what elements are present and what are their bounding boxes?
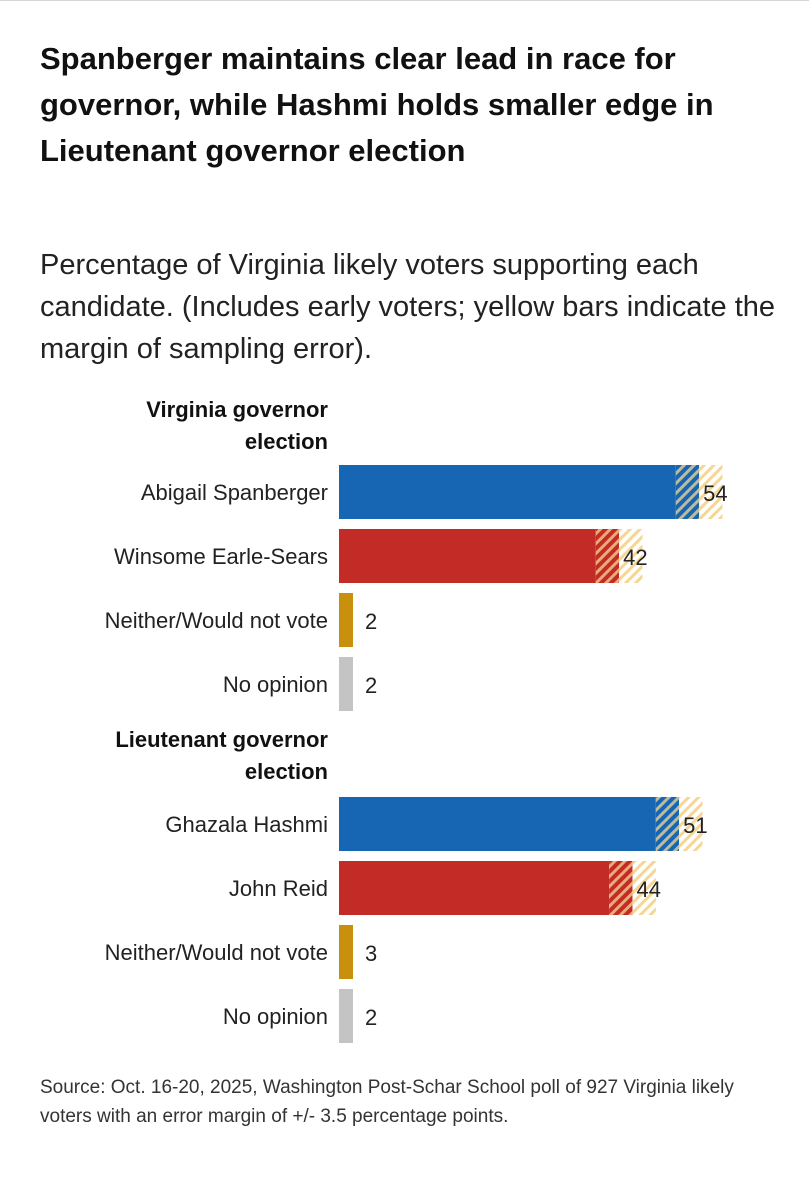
- source-note: Source: Oct. 16-20, 2025, Washington Pos…: [40, 1077, 734, 1127]
- error-band-outer: [679, 797, 703, 851]
- error-band-outer: [632, 861, 656, 915]
- group-title: Lieutenant governor: [115, 727, 328, 752]
- value-label: 2: [365, 673, 377, 698]
- error-band-inner: [595, 529, 620, 583]
- value-label: 54: [703, 481, 727, 506]
- chart-subtitle: Percentage of Virginia likely voters sup…: [40, 249, 776, 365]
- bar: [339, 657, 353, 711]
- category-label: Neither/Would not vote: [105, 608, 328, 633]
- bar: [339, 861, 610, 915]
- category-label: John Reid: [229, 876, 328, 901]
- value-label: 2: [365, 1005, 377, 1030]
- error-band-outer: [699, 465, 723, 519]
- category-label: Neither/Would not vote: [105, 940, 328, 965]
- value-label: 44: [636, 877, 660, 902]
- bar: [339, 797, 656, 851]
- bar-chart: Virginia governor election Abigail Spanber…: [105, 397, 728, 1043]
- bar: [339, 989, 353, 1043]
- category-label: Ghazala Hashmi: [165, 812, 328, 837]
- bar: [339, 925, 353, 979]
- error-band-inner: [609, 861, 633, 915]
- category-label: No opinion: [223, 672, 328, 697]
- value-label: 3: [365, 941, 377, 966]
- chart-title: Spanberger maintains clear lead in race …: [40, 41, 714, 168]
- value-label: 51: [683, 813, 707, 838]
- group-title: Virginia governor: [146, 397, 328, 422]
- error-band-inner: [675, 465, 700, 519]
- top-divider: [0, 0, 809, 1]
- group-title: election: [245, 429, 328, 454]
- category-label: Abigail Spanberger: [141, 480, 328, 505]
- group-title: election: [245, 759, 328, 784]
- error-band-inner: [655, 797, 680, 851]
- bar: [339, 529, 596, 583]
- value-label: 2: [365, 609, 377, 634]
- category-label: No opinion: [223, 1004, 328, 1029]
- error-band-outer: [619, 529, 643, 583]
- category-label: Winsome Earle-Sears: [114, 544, 328, 569]
- bar: [339, 465, 676, 519]
- bar: [339, 593, 353, 647]
- value-label: 42: [623, 545, 647, 570]
